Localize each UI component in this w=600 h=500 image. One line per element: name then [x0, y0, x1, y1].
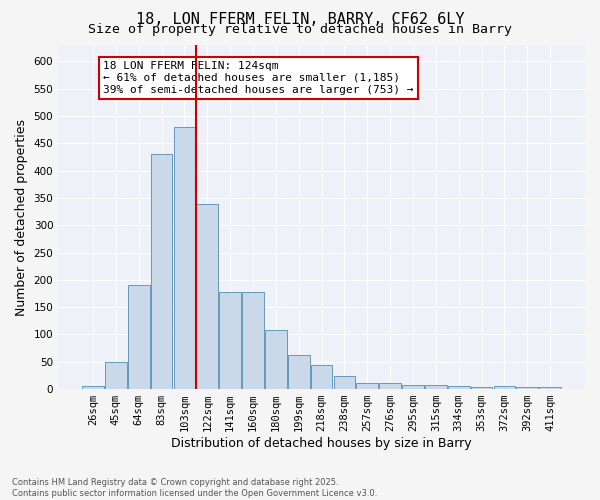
Bar [82, 386, 104, 389]
X-axis label: Distribution of detached houses by size in Barry: Distribution of detached houses by size … [171, 437, 472, 450]
Bar [105, 362, 127, 389]
Bar [219, 292, 241, 389]
Bar [128, 286, 149, 389]
Bar [334, 376, 355, 389]
Bar [494, 386, 515, 389]
Bar [242, 292, 264, 389]
Bar [517, 387, 538, 389]
Bar [539, 387, 561, 389]
Text: 18 LON FFERM FELIN: 124sqm
← 61% of detached houses are smaller (1,185)
39% of s: 18 LON FFERM FELIN: 124sqm ← 61% of deta… [103, 62, 414, 94]
Bar [402, 384, 424, 389]
Bar [425, 386, 447, 389]
Y-axis label: Number of detached properties: Number of detached properties [15, 118, 28, 316]
Text: 18, LON FFERM FELIN, BARRY, CF62 6LY: 18, LON FFERM FELIN, BARRY, CF62 6LY [136, 12, 464, 26]
Bar [448, 386, 470, 389]
Bar [379, 383, 401, 389]
Bar [173, 127, 195, 389]
Bar [471, 387, 493, 389]
Bar [151, 154, 172, 389]
Text: Contains HM Land Registry data © Crown copyright and database right 2025.
Contai: Contains HM Land Registry data © Crown c… [12, 478, 377, 498]
Bar [196, 204, 218, 389]
Text: Size of property relative to detached houses in Barry: Size of property relative to detached ho… [88, 22, 512, 36]
Bar [265, 330, 287, 389]
Bar [356, 383, 378, 389]
Bar [288, 355, 310, 389]
Bar [311, 364, 332, 389]
